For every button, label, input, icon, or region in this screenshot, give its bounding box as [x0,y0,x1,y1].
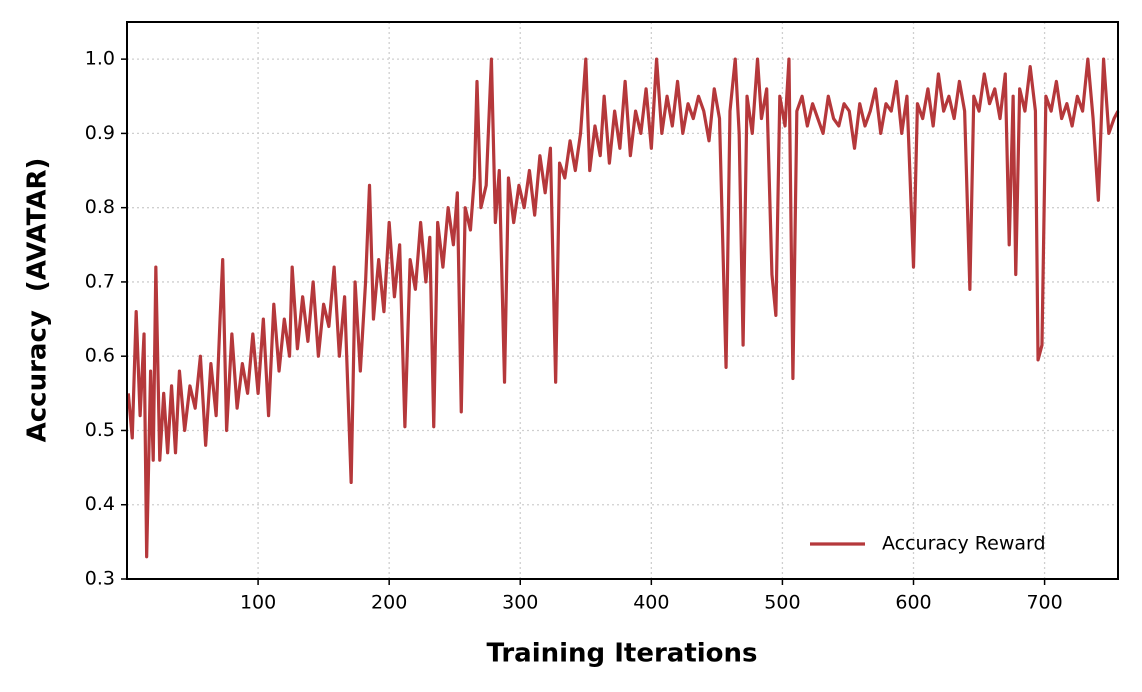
y-tick-label: 0.4 [85,493,115,515]
x-tick-label: 700 [1026,592,1062,614]
x-tick-label: 100 [240,592,276,614]
x-axis-label: Training Iterations [486,639,757,669]
y-tick-label: 0.6 [85,345,115,367]
x-tick-label: 600 [895,592,931,614]
x-tick-label: 500 [764,592,800,614]
plot-frame [126,21,1119,580]
legend-label: Accuracy Reward [882,533,1046,555]
x-tick-label: 300 [502,592,538,614]
y-tick-label: 1.0 [85,48,115,70]
y-tick-label: 0.5 [85,419,115,441]
x-tick-label: 400 [633,592,669,614]
y-tick-label: 0.7 [85,270,115,292]
data-line [126,57,1120,559]
y-axis-label: Accuracy (AVATAR) [23,158,53,443]
y-tick-label: 0.8 [85,196,115,218]
x-tick-label: 200 [371,592,407,614]
y-tick-label: 0.3 [85,568,115,590]
y-tick-label: 0.9 [85,122,115,144]
